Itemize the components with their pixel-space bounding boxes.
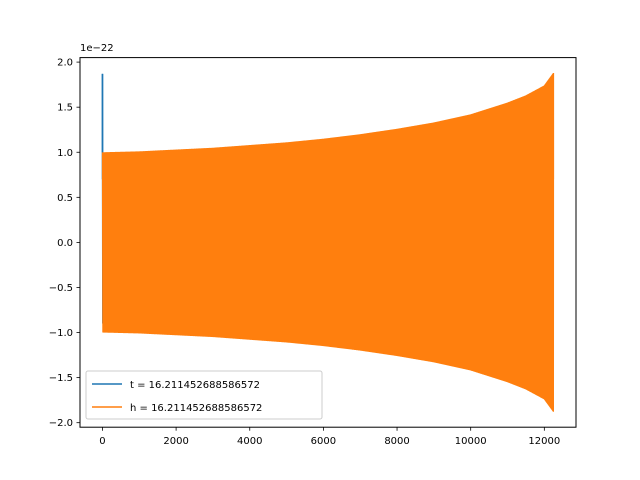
series-line-h	[101, 72, 555, 412]
y-tick-label: 1.5	[57, 103, 73, 114]
series-layer	[101, 72, 555, 412]
x-axis: 0 2000 4000 6000 8000 10000 12000	[99, 427, 560, 447]
y-tick-label: 0.0	[57, 238, 73, 249]
legend-label-t: t = 16.211452688586572	[130, 380, 260, 391]
y-tick-label: −2.0	[49, 418, 73, 429]
y-tick-label: 2.0	[57, 58, 73, 69]
x-tick-label: 4000	[237, 436, 262, 447]
y-tick-label: 0.5	[57, 193, 73, 204]
legend: t = 16.211452688586572 h = 16.2114526885…	[85, 370, 323, 420]
y-tick-label: 1.0	[57, 148, 73, 159]
legend-box	[85, 370, 323, 420]
x-tick-label: 2000	[163, 436, 188, 447]
x-tick-label: 12000	[528, 436, 560, 447]
y-tick-label: −1.0	[49, 328, 73, 339]
x-tick-label: 6000	[311, 436, 336, 447]
x-tick-label: 0	[99, 436, 105, 447]
y-axis: −2.0 −1.5 −1.0 −0.5 0.0 0.5 1.0 1.5 2.0	[49, 58, 80, 429]
x-tick-label: 10000	[455, 436, 487, 447]
x-tick-label: 8000	[384, 436, 409, 447]
y-offset-text: 1e−22	[80, 43, 114, 54]
y-tick-label: −0.5	[49, 283, 73, 294]
legend-label-h: h = 16.211452688586572	[130, 403, 262, 414]
y-tick-label: −1.5	[49, 373, 73, 384]
